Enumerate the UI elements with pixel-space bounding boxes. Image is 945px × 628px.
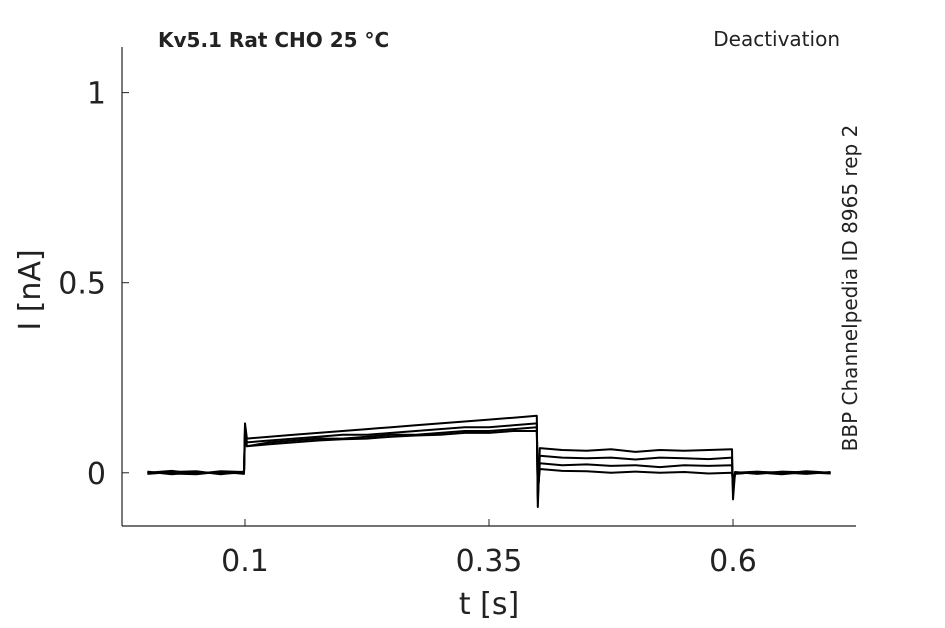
y-tick-label: 1 — [87, 77, 106, 112]
trace — [147, 414, 831, 508]
side-note: BBP Channelpedia ID 8965 rep 2 — [838, 125, 862, 452]
x-tick-label: 0.35 — [456, 544, 523, 579]
chart-title: Kv5.1 Rat CHO 25 °C — [158, 28, 389, 52]
x-tick-label: 0.6 — [709, 544, 757, 579]
x-axis-label: t [s] — [459, 587, 519, 622]
trace — [147, 422, 831, 501]
y-tick-label: 0.5 — [58, 267, 106, 302]
y-tick-label: 0 — [87, 457, 106, 492]
annotation: Deactivation — [713, 27, 840, 51]
trace — [147, 430, 831, 493]
y-axis-label: I [nA] — [13, 249, 48, 330]
x-tick-label: 0.1 — [221, 544, 269, 579]
